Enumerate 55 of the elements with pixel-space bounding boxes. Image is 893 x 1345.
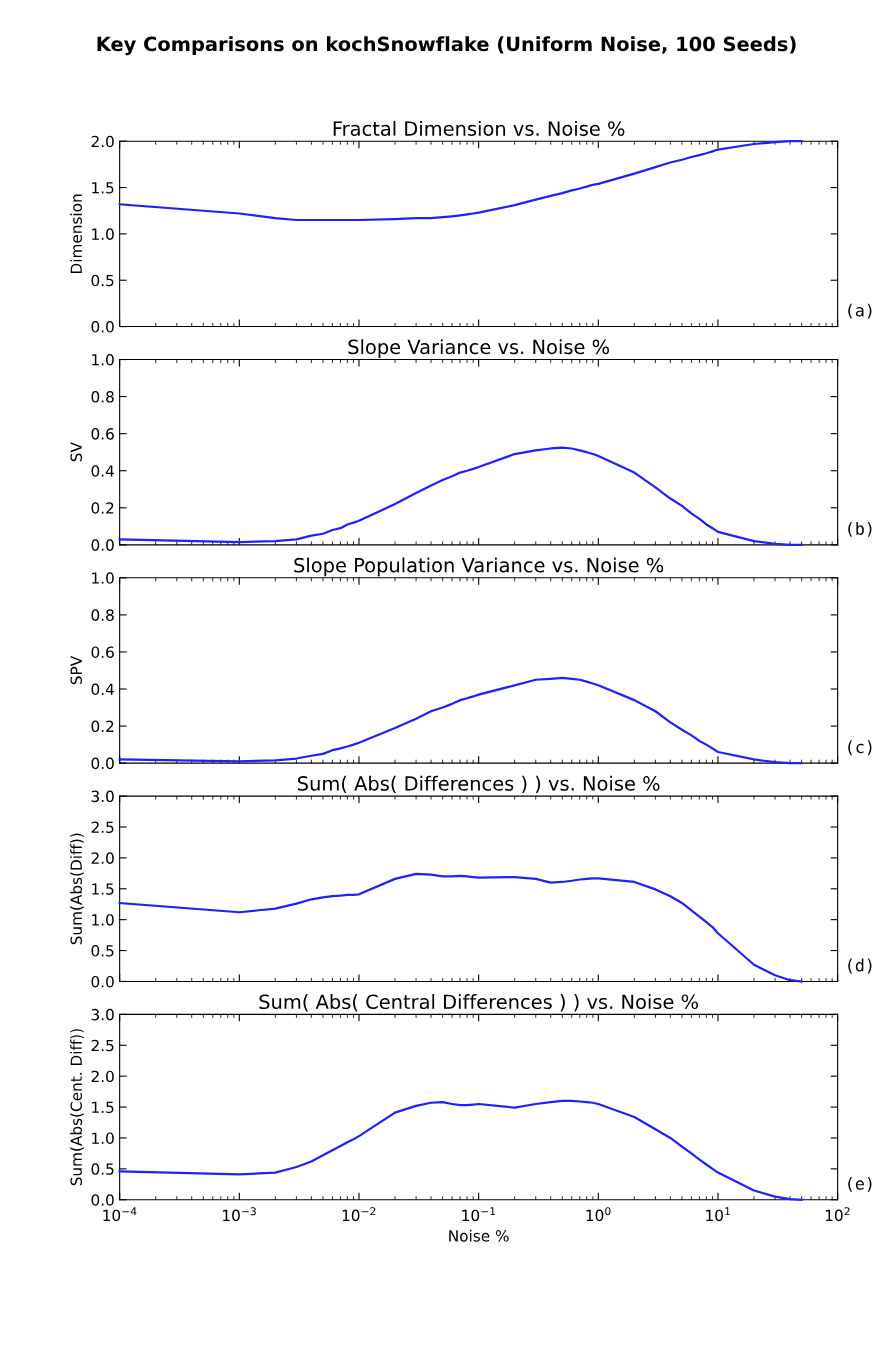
y-tick-label: 0.0 <box>91 1194 114 1206</box>
y-tick-label: 1.0 <box>92 228 114 240</box>
y-tick-label: 0.0 <box>91 975 114 988</box>
y-tick-label: 0.2 <box>91 502 114 514</box>
chart-title: Slope Population Variance vs. Noise % <box>294 557 664 577</box>
y-tick-label: 0.0 <box>91 757 114 770</box>
y-tick-label: 0.2 <box>91 720 114 733</box>
y-axis-title: SV <box>70 442 82 462</box>
y-axis-title: Dimension <box>70 194 82 273</box>
text: (c) <box>848 740 872 756</box>
chart-title: Sum( Abs( Central Differences ) ) vs. Noise % <box>259 994 699 1012</box>
y-tick-label: 1.5 <box>92 1101 114 1114</box>
text: (a) <box>848 303 872 319</box>
y-tick-label: 0.5 <box>91 945 114 957</box>
chart-title: Sum( Abs( Differences ) ) vs. Noise % <box>297 775 660 794</box>
y-tick-label: 0.4 <box>91 683 114 696</box>
x-tick-label: 10$^{−4}$ <box>103 1207 137 1222</box>
y-tick-label: 2.0 <box>91 135 114 148</box>
x-axis-title: Noise % <box>449 1229 509 1242</box>
text: Key Comparisons on kochSnowflake (Uniform Noise, 100 Seeds) <box>97 36 796 56</box>
y-tick-label: 2.0 <box>91 1070 114 1083</box>
y-tick-label: 3.0 <box>91 1008 114 1021</box>
y-tick-label: 1.0 <box>92 914 114 926</box>
chart-title: Fractal Dimension vs. Noise % <box>333 120 625 136</box>
y-tick-label: 0.8 <box>91 391 114 403</box>
y-tick-label: 0.0 <box>91 539 114 551</box>
y-tick-label: 0.4 <box>91 465 114 477</box>
y-axis-title: Sum(Abs(Diff)) <box>70 833 84 945</box>
y-tick-label: 0.5 <box>91 1163 114 1175</box>
y-tick-label: 1.5 <box>92 883 114 895</box>
y-axis-title: Sum(Abs(Cent. Diff)) <box>70 1029 84 1186</box>
y-tick-label: 1.0 <box>92 1132 114 1144</box>
x-tick-label: 10$^{1}$ <box>706 1207 730 1222</box>
y-tick-label: 2.5 <box>91 821 114 834</box>
y-tick-label: 0.0 <box>91 321 114 333</box>
y-axis-title: SPV <box>70 655 82 685</box>
chart-title: Slope Variance vs. Noise % <box>348 339 610 359</box>
y-tick-label: 3.0 <box>91 790 114 803</box>
y-tick-label: 1.5 <box>92 182 114 194</box>
x-tick-label: 10$^{−2}$ <box>342 1207 376 1222</box>
x-tick-label: 10$^{−3}$ <box>223 1207 256 1222</box>
y-tick-label: 0.8 <box>91 609 114 621</box>
y-tick-label: 0.6 <box>91 646 114 658</box>
x-tick-label: 10$^{2}$ <box>825 1207 850 1222</box>
y-tick-label: 1.0 <box>92 572 114 584</box>
y-tick-label: 2.5 <box>91 1039 114 1052</box>
text: (d) <box>848 958 872 974</box>
y-tick-label: 0.6 <box>91 428 114 440</box>
y-tick-label: 2.0 <box>91 852 114 864</box>
text: (e) <box>848 1176 872 1192</box>
x-tick-label: 10$^{−1}$ <box>462 1207 496 1222</box>
y-tick-label: 1.0 <box>92 353 114 366</box>
text: (b) <box>848 522 872 537</box>
y-tick-label: 0.5 <box>91 274 114 287</box>
x-tick-label: 10$^{0}$ <box>586 1207 611 1222</box>
